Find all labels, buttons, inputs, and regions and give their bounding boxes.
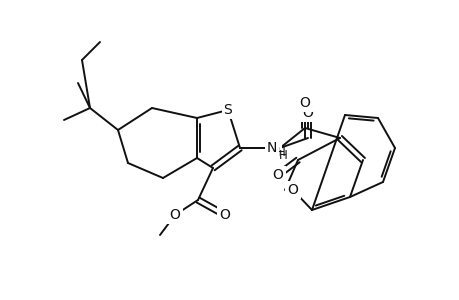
Text: O: O: [299, 96, 310, 110]
Text: N: N: [269, 141, 280, 155]
Text: O: O: [272, 168, 283, 182]
Text: H: H: [279, 149, 287, 162]
Text: N: N: [266, 141, 277, 155]
Text: H: H: [276, 146, 285, 159]
Text: O: O: [302, 106, 313, 120]
Text: O: O: [287, 183, 298, 197]
Text: O: O: [169, 208, 180, 222]
Text: O: O: [219, 208, 230, 222]
Text: S: S: [223, 103, 232, 117]
